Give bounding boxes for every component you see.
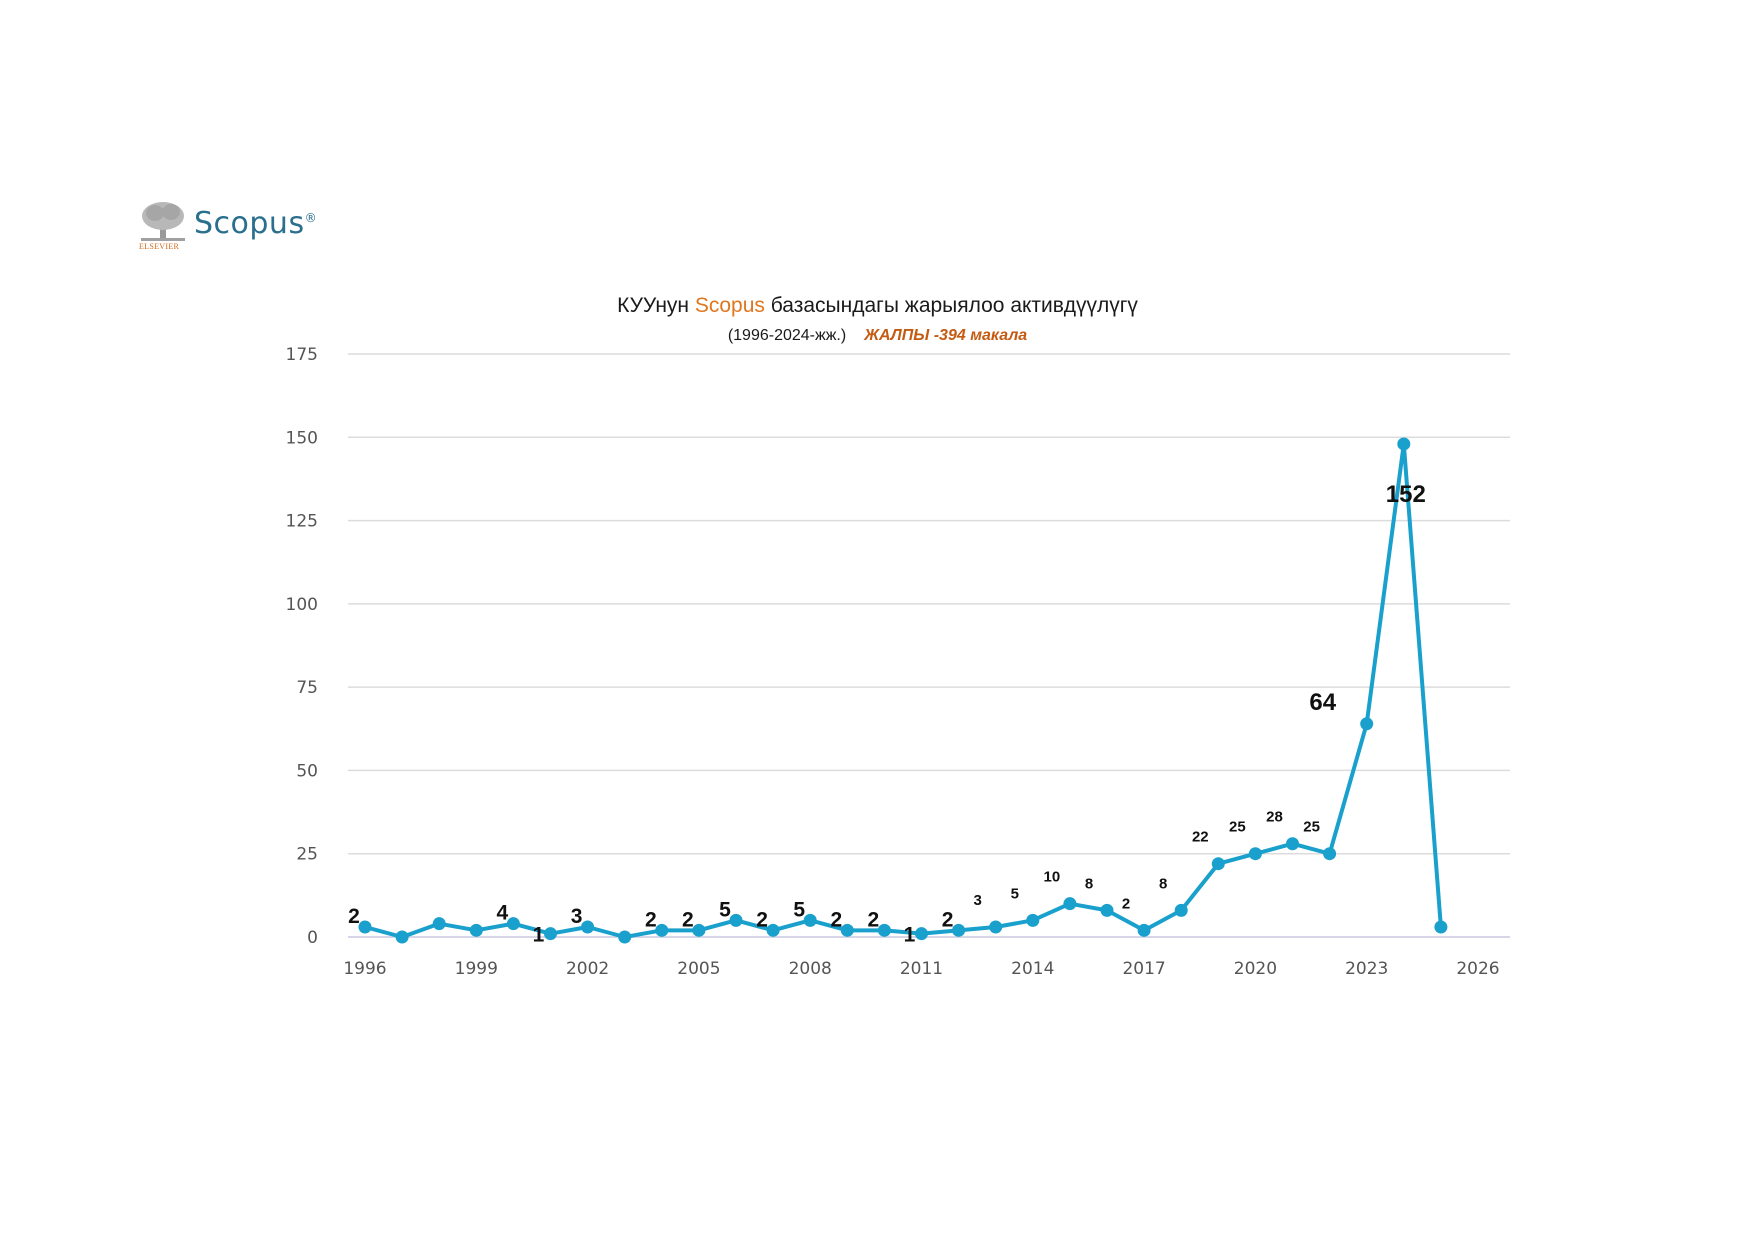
chart-subtitle-total: ЖАЛПЫ -394 макала [864, 327, 1028, 344]
data-point [506, 917, 520, 931]
data-label: 25 [1229, 819, 1246, 836]
x-tick-label: 2008 [789, 959, 832, 979]
data-label: 25 [1303, 819, 1320, 836]
chart-subtitle-years: (1996-2024-жж.) [727, 327, 847, 344]
x-tick-label: 2014 [1011, 959, 1054, 979]
series-line [364, 441, 1443, 939]
data-label: 2 [830, 908, 842, 931]
data-label: 10 [1044, 869, 1061, 886]
data-label: 3 [571, 905, 583, 928]
x-tick-label: 2002 [566, 959, 609, 979]
data-label: 2 [1122, 895, 1130, 912]
chart-title-accent: Scopus [694, 294, 765, 317]
data-label: 64 [1309, 689, 1336, 716]
data-label: 2 [645, 908, 657, 931]
y-tick-label: 125 [286, 512, 318, 532]
y-tick-label: 75 [296, 678, 318, 698]
data-point [840, 923, 854, 937]
data-label: 2 [868, 908, 880, 931]
x-tick-label: 1996 [343, 959, 386, 979]
scopus-logo: Scopus® ELSEVIER [139, 200, 319, 256]
logo-wordmark: Scopus® [194, 206, 318, 241]
data-point [1397, 437, 1411, 451]
data-label: 5 [719, 898, 731, 921]
x-tick-label: 1999 [455, 959, 498, 979]
data-label: 28 [1266, 809, 1283, 826]
y-tick-label: 150 [286, 428, 318, 448]
data-label: 2 [942, 908, 954, 931]
logo-publisher: ELSEVIER [139, 242, 180, 251]
x-tick-label: 2011 [900, 959, 943, 979]
data-point [692, 923, 706, 937]
data-point [1063, 897, 1077, 911]
x-tick-label: 2026 [1456, 959, 1499, 979]
data-point [766, 923, 780, 937]
data-label: 2 [682, 908, 694, 931]
data-label: 22 [1192, 829, 1209, 846]
data-label: 1 [533, 924, 545, 947]
data-point [618, 930, 632, 944]
data-point [1434, 920, 1448, 934]
x-tick-label: 2005 [677, 959, 720, 979]
data-label: 5 [793, 898, 805, 921]
data-label: 4 [497, 902, 509, 925]
data-point [1026, 913, 1040, 927]
data-point [1137, 923, 1151, 937]
data-point [544, 927, 557, 941]
y-tick-label: 25 [296, 845, 318, 865]
chart-title: КУУнун Scopus базасындагы жарыялоо актив… [617, 294, 1138, 317]
data-point [803, 913, 817, 927]
y-tick-label: 0 [307, 928, 318, 948]
x-tick-label: 2023 [1345, 959, 1388, 979]
data-label: 152 [1386, 481, 1426, 508]
data-point [655, 923, 669, 937]
data-point [1323, 847, 1337, 861]
data-point [1174, 903, 1188, 917]
data-point [1360, 717, 1374, 731]
data-label: 2 [756, 908, 768, 931]
y-tick-label: 100 [286, 595, 318, 615]
chart-subtitle: (1996-2024-жж.) ЖАЛПЫ -394 макала [0, 327, 1755, 345]
data-point [877, 923, 891, 937]
y-axis: 0 25 50 75 100 125 150 175 [286, 345, 318, 948]
data-label: 8 [1085, 875, 1093, 892]
data-point [952, 923, 966, 937]
y-tick-label: 50 [296, 761, 318, 781]
data-point [1248, 847, 1262, 861]
data-point [358, 920, 372, 934]
data-point [469, 923, 483, 937]
x-axis: 1996 1999 2002 2005 2008 2011 2014 2017 2020 2023… [343, 959, 1499, 979]
data-label: 2 [348, 905, 360, 928]
x-tick-label: 2017 [1122, 959, 1165, 979]
data-point [1211, 857, 1225, 871]
data-label: 3 [974, 892, 982, 909]
x-tick-label: 2020 [1234, 959, 1277, 979]
elsevier-tree-icon [141, 202, 185, 241]
data-label: 5 [1011, 885, 1019, 902]
data-point [1100, 903, 1114, 917]
data-point [729, 913, 743, 927]
gridlines [348, 353, 1510, 938]
data-point [915, 927, 928, 941]
data-label: 1 [904, 924, 916, 947]
data-label: 8 [1159, 875, 1167, 892]
data-point [1286, 837, 1299, 851]
data-point [989, 920, 1003, 934]
data-point [581, 920, 595, 934]
data-point [432, 917, 446, 931]
data-point [395, 930, 409, 944]
y-tick-label: 175 [286, 345, 318, 365]
series [358, 437, 1448, 944]
